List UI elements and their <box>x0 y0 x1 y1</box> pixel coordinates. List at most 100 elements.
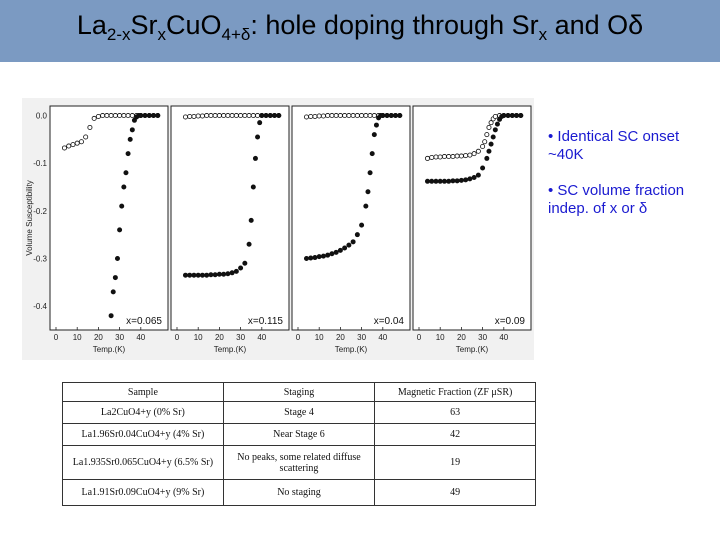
data-point-filled <box>238 265 244 271</box>
data-point-open <box>195 113 201 119</box>
x-tick-label: 20 <box>457 333 466 342</box>
data-point-filled <box>129 127 135 133</box>
data-point-open <box>429 154 435 160</box>
data-point-open <box>233 113 239 119</box>
data-point-open <box>342 113 348 119</box>
data-point-open <box>216 113 222 119</box>
data-point-open <box>316 113 322 119</box>
y-tick-label: -0.3 <box>33 255 47 264</box>
title-sub-x2: x <box>538 25 548 44</box>
data-point-open <box>182 114 188 120</box>
data-point-filled <box>221 271 227 277</box>
x-tick-label: 40 <box>499 333 508 342</box>
panel-frame <box>170 105 290 331</box>
data-point-open <box>125 113 131 119</box>
data-point-filled <box>233 268 239 274</box>
data-point-filled <box>488 141 494 147</box>
data-point-open <box>242 113 248 119</box>
data-point-open <box>458 153 464 159</box>
x-tick-label: 10 <box>73 333 82 342</box>
data-point-filled <box>114 256 120 262</box>
data-point-open <box>359 113 365 119</box>
data-point-filled <box>252 155 258 161</box>
data-point-open <box>238 113 244 119</box>
data-point-open <box>312 113 318 119</box>
data-point-filled <box>458 177 464 183</box>
cell-staging: Near Stage 6 <box>222 423 376 446</box>
data-point-open <box>83 134 89 140</box>
title-sub-2x: 2-x <box>106 25 131 44</box>
title-bar <box>0 0 720 62</box>
data-point-open <box>363 113 369 119</box>
data-point-filled <box>187 272 193 278</box>
title-cu: Cu <box>165 10 201 40</box>
x-tick-label: 10 <box>315 333 324 342</box>
header-magnetic-fraction: Magnetic Fraction (ZF μSR) <box>374 382 536 402</box>
data-point-open <box>475 148 481 154</box>
data-point-filled <box>518 113 524 119</box>
data-point-filled <box>316 254 322 260</box>
data-point-open <box>108 113 114 119</box>
cell-sample: La1.91Sr0.09CuO4+y (9% Sr) <box>62 479 224 506</box>
susceptibility-figure: Volume Susceptibility 0.0 -0.1 -0.2 -0.3 -0.4… <box>22 98 534 360</box>
data-point-open <box>191 113 197 119</box>
cell-fraction: 19 <box>374 445 536 480</box>
cell-sample: La2CuO4+y (0% Sr) <box>62 401 224 424</box>
data-point-open <box>337 113 343 119</box>
data-point-filled <box>393 113 399 119</box>
data-point-filled <box>433 178 439 184</box>
data-point-filled <box>155 113 161 119</box>
staging-table: Sample Staging Magnetic Fraction (ZF μSR… <box>62 382 536 506</box>
data-point-open <box>325 113 331 119</box>
x-tick-label: 20 <box>215 333 224 342</box>
bullet-list: • Identical SC onset ~40K • SC volume fr… <box>548 128 708 236</box>
data-point-open <box>100 113 106 119</box>
data-point-filled <box>475 172 481 178</box>
data-point-open <box>225 113 231 119</box>
cell-sample: La1.935Sr0.065CuO4+y (6.5% Sr) <box>62 445 224 480</box>
data-point-filled <box>248 217 254 223</box>
data-point-open <box>350 113 356 119</box>
data-point-open <box>204 113 210 119</box>
header-sample: Sample <box>62 382 224 402</box>
table-row: La2CuO4+y (0% Sr) Stage 4 63 <box>62 401 536 424</box>
title-sub-4d: 4+δ <box>221 25 251 44</box>
data-point-open <box>95 113 101 119</box>
data-point-filled <box>367 170 373 176</box>
data-point-filled <box>208 272 214 278</box>
data-point-open <box>87 124 93 130</box>
data-point-open <box>354 113 360 119</box>
data-point-open <box>441 154 447 160</box>
data-point-filled <box>354 232 360 238</box>
cell-staging: No staging <box>222 479 376 506</box>
panel-label: x=0.115 <box>248 316 284 327</box>
x-tick-label: 30 <box>115 333 124 342</box>
data-point-filled <box>151 113 157 119</box>
data-point-open <box>471 151 477 157</box>
title-sub-x: x <box>157 25 166 44</box>
y-tick-label: -0.2 <box>33 207 47 216</box>
table-row: La1.91Sr0.09CuO4+y (9% Sr) No staging 49 <box>62 479 536 506</box>
data-point-open <box>208 113 214 119</box>
data-point-open <box>187 113 193 119</box>
x-tick-label: 0 <box>54 333 59 342</box>
data-point-filled <box>112 275 118 281</box>
table-row: La1.96Sr0.04CuO4+y (4% Sr) Near Stage 6 … <box>62 423 536 446</box>
data-point-filled <box>272 113 278 119</box>
panel-frame <box>412 105 532 331</box>
cell-fraction: 49 <box>374 479 536 506</box>
data-point-filled <box>484 155 490 161</box>
table-header-row: Sample Staging Magnetic Fraction (ZF μSR… <box>62 382 536 402</box>
cell-sample: La1.96Sr0.04CuO4+y (4% Sr) <box>62 423 224 446</box>
data-point-filled <box>246 241 252 247</box>
data-point-filled <box>325 252 331 258</box>
data-point-open <box>329 113 335 119</box>
title-sr: Sr <box>130 10 158 40</box>
data-point-open <box>433 154 439 160</box>
data-point-open <box>484 132 490 138</box>
data-point-filled <box>480 165 486 171</box>
x-tick-label: 10 <box>436 333 445 342</box>
data-point-filled <box>463 177 469 183</box>
data-point-open <box>104 113 110 119</box>
data-point-filled <box>229 270 235 276</box>
